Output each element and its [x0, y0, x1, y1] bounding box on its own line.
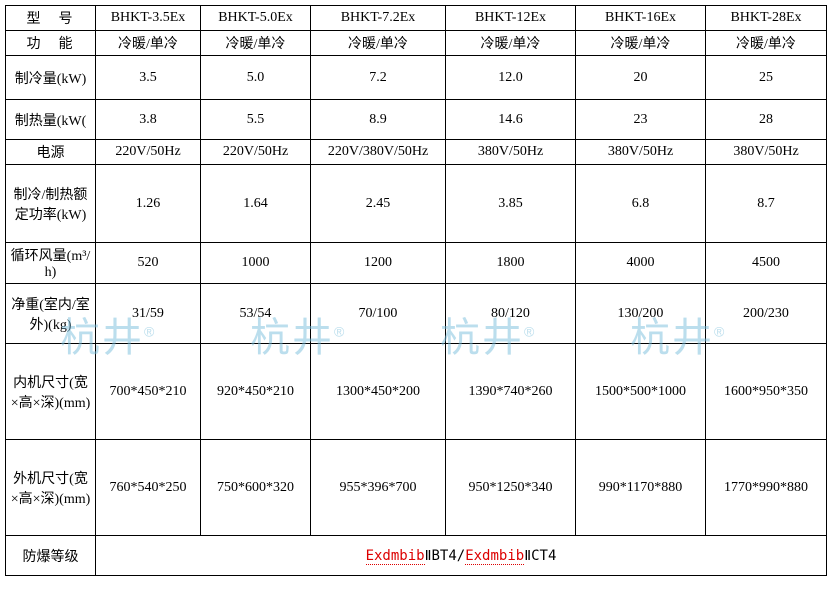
header-model: BHKT-28Ex — [706, 6, 827, 31]
cell: 750*600*320 — [201, 440, 311, 536]
expl-seg: ⅡBT4/ — [425, 548, 466, 564]
cell: 4000 — [576, 243, 706, 284]
header-model: BHKT-12Ex — [446, 6, 576, 31]
cell: 1500*500*1000 — [576, 344, 706, 440]
row-label-function: 功 能 — [6, 31, 96, 56]
cell: 1600*950*350 — [706, 344, 827, 440]
cell: 220V/50Hz — [201, 140, 311, 165]
cell: 23 — [576, 100, 706, 140]
cell: 5.5 — [201, 100, 311, 140]
expl-seg: Exdmbib — [465, 548, 524, 565]
cell: 31/59 — [96, 284, 201, 344]
cell: 990*1170*880 — [576, 440, 706, 536]
cell-explosion: ExdmbibⅡBT4/ExdmbibⅡCT4 — [96, 536, 827, 576]
cell: 1000 — [201, 243, 311, 284]
cell: 1800 — [446, 243, 576, 284]
cell: 3.8 — [96, 100, 201, 140]
table-row: 型 号 BHKT-3.5Ex BHKT-5.0Ex BHKT-7.2Ex BHK… — [6, 6, 827, 31]
cell: 1.26 — [96, 165, 201, 243]
header-model: BHKT-16Ex — [576, 6, 706, 31]
cell: 5.0 — [201, 56, 311, 100]
cell: 冷暖/单冷 — [311, 31, 446, 56]
cell: 760*540*250 — [96, 440, 201, 536]
cell: 28 — [706, 100, 827, 140]
table-row: 循环风量(m³/h) 520 1000 1200 1800 4000 4500 — [6, 243, 827, 284]
cell: 3.5 — [96, 56, 201, 100]
cell: 70/100 — [311, 284, 446, 344]
header-model: BHKT-5.0Ex — [201, 6, 311, 31]
cell: 1300*450*200 — [311, 344, 446, 440]
row-label-rated: 制冷/制热额定功率(kW) — [6, 165, 96, 243]
cell: 25 — [706, 56, 827, 100]
header-model: BHKT-7.2Ex — [311, 6, 446, 31]
cell: 7.2 — [311, 56, 446, 100]
cell: 80/120 — [446, 284, 576, 344]
table-row: 制冷量(kW) 3.5 5.0 7.2 12.0 20 25 — [6, 56, 827, 100]
cell: 20 — [576, 56, 706, 100]
cell: 1390*740*260 — [446, 344, 576, 440]
row-label-indoor: 内机尺寸(宽×高×深)(mm) — [6, 344, 96, 440]
row-label-power: 电源 — [6, 140, 96, 165]
header-model-label: 型 号 — [6, 6, 96, 31]
cell: 1.64 — [201, 165, 311, 243]
cell: 130/200 — [576, 284, 706, 344]
header-model: BHKT-3.5Ex — [96, 6, 201, 31]
cell: 冷暖/单冷 — [576, 31, 706, 56]
expl-seg: ⅡCT4 — [524, 548, 556, 564]
cell: 53/54 — [201, 284, 311, 344]
cell: 520 — [96, 243, 201, 284]
table-row: 内机尺寸(宽×高×深)(mm) 700*450*210 920*450*210 … — [6, 344, 827, 440]
table-row: 功 能 冷暖/单冷 冷暖/单冷 冷暖/单冷 冷暖/单冷 冷暖/单冷 冷暖/单冷 — [6, 31, 827, 56]
cell: 700*450*210 — [96, 344, 201, 440]
cell: 1770*990*880 — [706, 440, 827, 536]
cell: 3.85 — [446, 165, 576, 243]
cell: 冷暖/单冷 — [446, 31, 576, 56]
expl-seg: Exdmbib — [366, 548, 425, 565]
row-label-explosion: 防爆等级 — [6, 536, 96, 576]
table-row: 制热量(kW( 3.8 5.5 8.9 14.6 23 28 — [6, 100, 827, 140]
cell: 220V/50Hz — [96, 140, 201, 165]
table-row: 电源 220V/50Hz 220V/50Hz 220V/380V/50Hz 38… — [6, 140, 827, 165]
cell: 1200 — [311, 243, 446, 284]
cell: 冷暖/单冷 — [706, 31, 827, 56]
table-row: 防爆等级 ExdmbibⅡBT4/ExdmbibⅡCT4 — [6, 536, 827, 576]
row-label-heating: 制热量(kW( — [6, 100, 96, 140]
cell: 14.6 — [446, 100, 576, 140]
spec-table: 型 号 BHKT-3.5Ex BHKT-5.0Ex BHKT-7.2Ex BHK… — [5, 5, 827, 576]
cell: 12.0 — [446, 56, 576, 100]
table-row: 制冷/制热额定功率(kW) 1.26 1.64 2.45 3.85 6.8 8.… — [6, 165, 827, 243]
cell: 8.7 — [706, 165, 827, 243]
cell: 920*450*210 — [201, 344, 311, 440]
cell: 380V/50Hz — [706, 140, 827, 165]
cell: 冷暖/单冷 — [96, 31, 201, 56]
row-label-airflow: 循环风量(m³/h) — [6, 243, 96, 284]
table-row: 外机尺寸(宽×高×深)(mm) 760*540*250 750*600*320 … — [6, 440, 827, 536]
cell: 220V/380V/50Hz — [311, 140, 446, 165]
cell: 冷暖/单冷 — [201, 31, 311, 56]
cell: 4500 — [706, 243, 827, 284]
cell: 8.9 — [311, 100, 446, 140]
cell: 200/230 — [706, 284, 827, 344]
row-label-outdoor: 外机尺寸(宽×高×深)(mm) — [6, 440, 96, 536]
table-row: 净重(室内/室外)(kg) 31/59 53/54 70/100 80/120 … — [6, 284, 827, 344]
cell: 955*396*700 — [311, 440, 446, 536]
cell: 950*1250*340 — [446, 440, 576, 536]
cell: 2.45 — [311, 165, 446, 243]
cell: 6.8 — [576, 165, 706, 243]
row-label-weight: 净重(室内/室外)(kg) — [6, 284, 96, 344]
cell: 380V/50Hz — [446, 140, 576, 165]
cell: 380V/50Hz — [576, 140, 706, 165]
row-label-cooling: 制冷量(kW) — [6, 56, 96, 100]
